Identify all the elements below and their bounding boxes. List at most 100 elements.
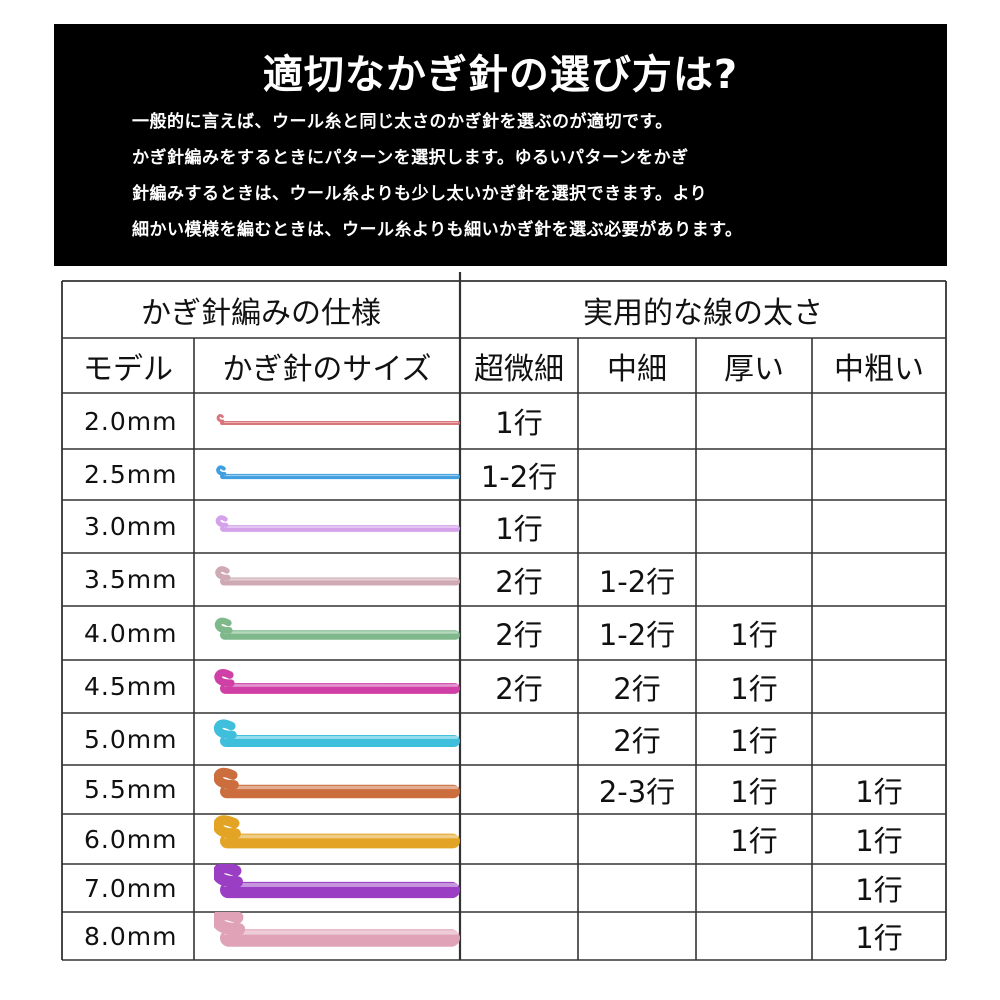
hook-shaft	[220, 683, 460, 694]
hook-highlight	[224, 422, 458, 423]
row-weight-cell	[578, 864, 696, 912]
row-weight-cell	[460, 912, 578, 960]
hook-highlight	[224, 631, 458, 634]
hook-shaft	[220, 734, 460, 748]
hook-highlight	[224, 684, 458, 687]
banner-line: 針編みするときは、ウール糸よりも少し太いかぎ針を選択できます。より	[132, 184, 708, 204]
row-weight-cell	[812, 393, 946, 449]
row-model: 7.0mm	[84, 873, 178, 903]
crochet-hook-icon	[214, 617, 460, 640]
crochet-hook-icon	[215, 515, 460, 532]
row-model: 6.0mm	[84, 824, 178, 854]
row-weight-cell	[578, 912, 696, 960]
col-header-size: かぎ針のサイズ	[222, 351, 432, 387]
row-weight-cell	[578, 814, 696, 864]
row-weight-cell	[812, 713, 946, 765]
col-header-weight: 中粗い	[834, 351, 924, 387]
hook-shaft	[220, 833, 460, 849]
col-header-model: モデル	[83, 351, 173, 387]
row-model: 2.0mm	[84, 406, 178, 436]
hook-highlight	[224, 882, 458, 887]
row-weight-cell: 2行	[495, 564, 543, 599]
hook-shaft	[220, 473, 460, 480]
hook-tip	[214, 767, 239, 790]
banner-line: かぎ針編みをするときにパターンを選択します。ゆるいパターンをかぎ	[132, 148, 689, 168]
row-weight-cell: 1行	[855, 824, 903, 858]
info-banner: 適切なかぎ針の選び方は? 一般的に言えば、ウール糸と同じ太さのかぎ針を選ぶのが適…	[54, 24, 947, 266]
row-weight-cell: 1-2行	[480, 459, 558, 494]
row-model: 8.0mm	[84, 921, 178, 951]
row-model: 2.5mm	[84, 460, 178, 489]
row-model: 3.5mm	[84, 565, 178, 594]
hook-highlight	[224, 930, 458, 935]
row-weight-cell: 2行	[495, 671, 543, 706]
banner-line: 細かい模様を編むときは、ウール糸よりも細いかぎ針を選ぶ必要があります。	[132, 220, 743, 240]
crochet-hook-icon	[215, 566, 460, 586]
row-weight-cell	[578, 500, 696, 553]
hook-shaft	[220, 881, 460, 899]
row-weight-cell	[812, 449, 946, 500]
row-weight-cell: 1行	[730, 774, 778, 809]
crochet-hook-icon	[214, 864, 460, 899]
crochet-hook-icon	[214, 669, 460, 694]
row-weight-cell: 2行	[613, 724, 661, 758]
hook-tip	[216, 414, 225, 423]
row-weight-cell: 1行	[855, 921, 903, 955]
row-weight-cell	[696, 553, 812, 606]
hook-tip	[214, 719, 237, 740]
hook-tip	[215, 515, 229, 528]
crochet-hook-icon	[214, 815, 460, 849]
hook-highlight	[224, 834, 458, 839]
row-weight-cell	[460, 864, 578, 912]
row-model: 3.0mm	[84, 512, 178, 541]
row-weight-cell	[696, 393, 812, 449]
row-weight-cell: 1行	[855, 774, 903, 809]
group-header-spec: かぎ針編みの仕様	[141, 295, 381, 331]
row-model: 5.0mm	[84, 724, 178, 754]
hook-highlight	[224, 785, 458, 790]
row-weight-cell	[812, 500, 946, 553]
crochet-hook-icon	[216, 465, 460, 480]
col-header-weight: 厚い	[724, 351, 784, 387]
hook-tip	[214, 864, 244, 888]
hook-shaft	[220, 525, 460, 532]
row-weight-cell: 1行	[495, 511, 543, 546]
row-weight-cell	[578, 449, 696, 500]
row-weight-cell	[460, 814, 578, 864]
hook-shaft	[220, 577, 460, 586]
banner-title: 適切なかぎ針の選び方は?	[262, 52, 739, 98]
row-weight-cell	[812, 606, 946, 660]
col-header-weight: 超微細	[474, 351, 564, 387]
hook-shaft	[220, 929, 460, 947]
crochet-hook-icon	[214, 767, 460, 799]
row-weight-cell: 1-2行	[598, 564, 676, 599]
row-weight-cell	[696, 449, 812, 500]
row-weight-cell: 2行	[613, 671, 661, 706]
row-weight-cell: 2行	[495, 618, 543, 652]
banner-body: 一般的に言えば、ウール糸と同じ太さのかぎ針を選ぶのが適切です。 かぎ針編みをする…	[132, 104, 932, 248]
row-weight-cell: 1行	[495, 406, 543, 440]
row-weight-cell	[460, 765, 578, 814]
row-model: 4.5mm	[84, 672, 178, 701]
crochet-hook-icon	[214, 912, 460, 947]
hook-tip	[216, 465, 227, 476]
row-weight-cell: 1行	[730, 724, 778, 758]
banner-line: 一般的に言えば、ウール糸と同じ太さのかぎ針を選ぶのが適切です。	[132, 112, 673, 132]
crochet-hook-icon	[216, 414, 460, 425]
row-weight-cell	[696, 500, 812, 553]
row-weight-cell: 2-3行	[598, 774, 676, 809]
row-weight-cell: 1行	[730, 618, 778, 652]
row-weight-cell	[812, 660, 946, 713]
hook-highlight	[224, 474, 458, 477]
col-header-weight: 中細	[607, 351, 667, 387]
hook-highlight	[224, 526, 458, 528]
row-weight-cell: 1行	[730, 671, 778, 706]
row-weight-cell	[578, 393, 696, 449]
hook-tip	[214, 815, 241, 839]
crochet-hook-icon	[214, 719, 460, 748]
row-weight-cell	[812, 553, 946, 606]
row-weight-cell: 1行	[730, 824, 778, 858]
row-model: 4.0mm	[84, 618, 178, 648]
